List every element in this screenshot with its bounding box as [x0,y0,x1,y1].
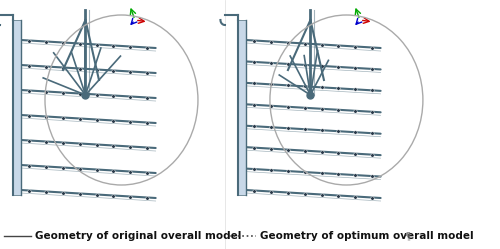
Text: Geometry of optimum overall model: Geometry of optimum overall model [260,231,474,241]
Bar [238,20,246,195]
Text: ¶: ¶ [404,231,410,241]
Bar [14,20,20,195]
Text: Geometry of original overall model: Geometry of original overall model [35,231,242,241]
